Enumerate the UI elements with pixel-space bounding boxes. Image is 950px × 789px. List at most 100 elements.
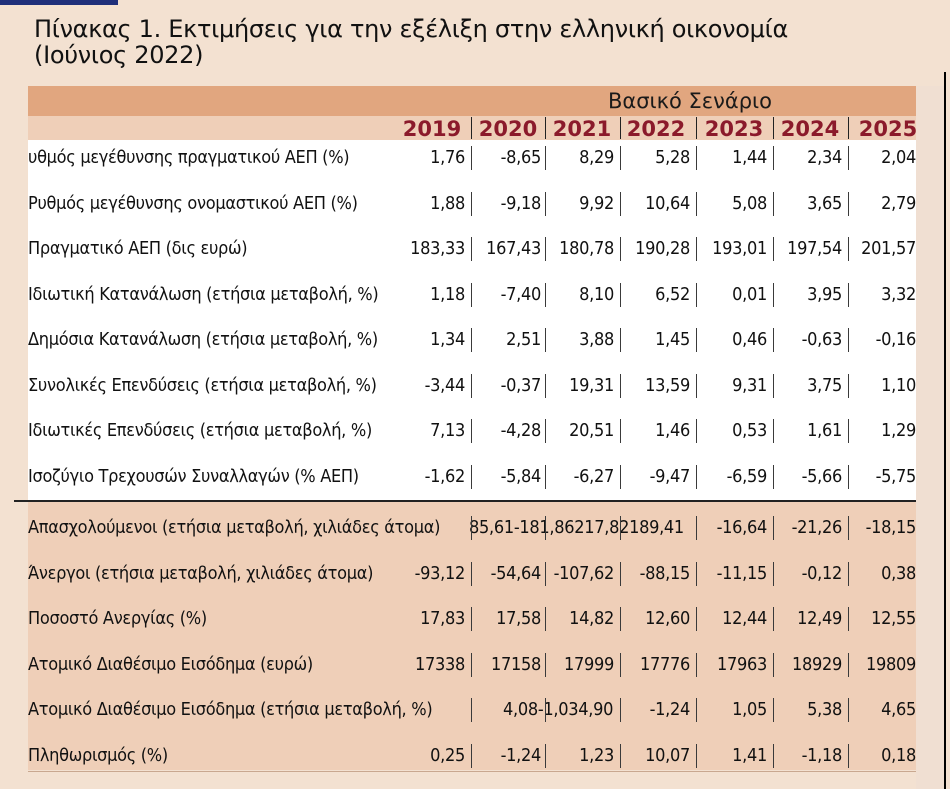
column-separator	[848, 191, 849, 216]
year-2024: 2024	[780, 117, 840, 141]
value-cell: 9,92	[579, 192, 614, 214]
value-cell: -5,66	[801, 465, 843, 487]
column-separator	[620, 652, 621, 677]
year-2021: 2021	[552, 117, 612, 141]
year-2020: 2020	[478, 117, 538, 141]
value-cell: 9,31	[732, 374, 767, 396]
column-separator	[545, 464, 546, 489]
value-cell: -6,59	[726, 465, 768, 487]
column-separator	[773, 516, 774, 540]
value-cell: 8,10	[579, 283, 614, 305]
column-separator	[696, 282, 697, 307]
column-separator	[471, 146, 472, 170]
value-cell: 17,58	[496, 608, 541, 629]
value-cell: 14,82	[569, 608, 614, 629]
table-row: Απασχολούμενοι (ετήσια μεταβολή, χιλιάδε…	[28, 506, 916, 550]
value-cell: 17158	[490, 653, 541, 675]
value-cell: 6,52	[655, 283, 690, 305]
value-cell: -8,65	[500, 147, 542, 168]
column-separator	[696, 698, 697, 722]
column-separator	[545, 652, 546, 677]
value-cell: 2,79	[881, 192, 916, 214]
value-cell: 1,41	[732, 744, 767, 766]
value-cell: 1,88	[430, 192, 465, 214]
row-label: Απασχολούμενοι (ετήσια μεταβολή, χιλιάδε…	[28, 517, 441, 538]
value-cell: 193,01	[712, 238, 767, 259]
table-row: Δημόσια Κατανάλωση (ετήσια μεταβολή, %) 1…	[28, 318, 916, 362]
table-row: Πραγματικό ΑΕΠ (δις ευρώ) 183,33 167,43 180…	[28, 227, 916, 271]
value-cell: 17999	[563, 653, 614, 675]
value-cell: 0,53	[732, 420, 767, 441]
value-cell: 1,05	[732, 699, 767, 720]
column-separator	[620, 561, 621, 586]
value-cell: 17963	[716, 653, 767, 675]
year-separator	[696, 117, 697, 139]
row-label: υθμός μεγέθυνσης πραγματικού ΑΕΠ (%)	[28, 147, 350, 168]
column-separator	[773, 191, 774, 216]
value-cell: 7,13	[430, 420, 465, 441]
value-cell: 3,75	[807, 374, 842, 396]
column-separator	[773, 282, 774, 307]
column-separator	[696, 191, 697, 216]
column-separator	[620, 328, 621, 352]
column-separator	[545, 698, 546, 722]
value-cell: 17776	[639, 653, 690, 675]
column-separator	[471, 516, 472, 540]
scenario-label: Βασικό Σενάριο	[607, 89, 773, 113]
table-row: Ιδιωτική Κατανάλωση (ετήσια μεταβολή, %)…	[28, 273, 916, 317]
column-separator	[848, 698, 849, 722]
value-cell: 10,64	[645, 192, 690, 214]
value-cell: 13,59	[645, 374, 690, 396]
value-cell: -54,64	[490, 562, 542, 584]
title-line-2: (Ιούνιος 2022)	[34, 41, 204, 69]
value-cell: -6,27	[573, 465, 615, 487]
row-label: Ρυθμός μεγέθυνσης ονομαστικού ΑΕΠ (%)	[28, 192, 358, 214]
column-separator	[545, 373, 546, 398]
column-separator	[848, 516, 849, 540]
column-separator	[773, 652, 774, 677]
row-label: Ποσοστό Ανεργίας (%)	[28, 608, 207, 629]
column-separator	[620, 282, 621, 307]
row-label: Πραγματικό ΑΕΠ (δις ευρώ)	[28, 238, 248, 259]
column-separator	[471, 419, 472, 443]
value-cell: -9,18	[500, 192, 542, 214]
value-cell: 201,57	[861, 238, 916, 259]
column-separator	[471, 743, 472, 768]
value-cell: -21,26	[791, 517, 843, 538]
title-line-1: Πίνακας 1. Εκτιμήσεις για την εξέλιξη στ…	[34, 15, 788, 43]
table-title: Πίνακας 1. Εκτιμήσεις για την εξέλιξη στ…	[34, 16, 914, 68]
table-row: Ατομικό Διαθέσιμο Εισόδημα (ετήσια μεταβ…	[28, 688, 916, 732]
column-separator	[848, 419, 849, 443]
value-cell: 5,08	[732, 192, 767, 214]
column-separator	[773, 328, 774, 352]
column-separator	[545, 237, 546, 261]
row-label: Ισοζύγιο Τρεχουσών Συναλλαγών (% ΑΕΠ)	[28, 465, 359, 487]
row-label: Ιδιωτική Κατανάλωση (ετήσια μεταβολή, %)	[28, 283, 379, 305]
value-cell: -1,24	[649, 699, 691, 720]
value-cell: 1,34	[430, 329, 465, 350]
column-separator	[848, 743, 849, 768]
value-cell: 1,10	[881, 374, 916, 396]
column-separator	[620, 698, 621, 722]
year-2022: 2022	[626, 117, 686, 141]
value-cell: 2,04	[881, 147, 916, 168]
column-separator	[471, 607, 472, 631]
right-border	[944, 72, 946, 789]
column-separator	[471, 328, 472, 352]
table-row: Ποσοστό Ανεργίας (%) 17,83 17,58 14,82 12,60…	[28, 597, 916, 641]
accent-bar	[0, 0, 118, 5]
column-separator	[848, 282, 849, 307]
value-cell: -0,63	[801, 329, 843, 350]
column-separator	[848, 237, 849, 261]
value-cell: 3,65	[807, 192, 842, 214]
value-cell: 3,32	[881, 283, 916, 305]
table-row: Συνολικές Επενδύσεις (ετήσια μεταβολή, %…	[28, 364, 916, 408]
value-cell: 17,83	[420, 608, 465, 629]
value-cell: -9,47	[649, 465, 691, 487]
value-cell: -107,62	[553, 562, 615, 584]
section-divider	[14, 500, 916, 502]
column-separator	[696, 464, 697, 489]
value-cell: 1,29	[881, 420, 916, 441]
value-cell: 1,23	[579, 744, 614, 766]
right-gutter	[916, 86, 944, 789]
